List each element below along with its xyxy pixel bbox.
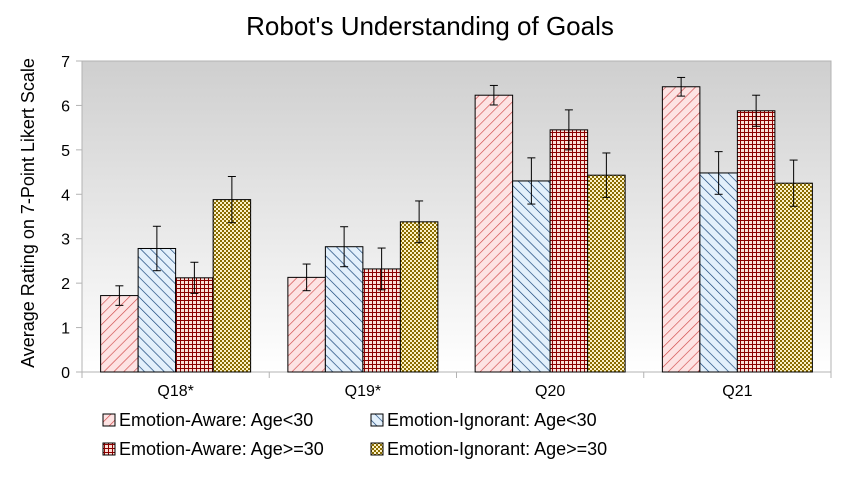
bar	[399, 221, 439, 373]
legend-label: Emotion-Aware: Age<30	[119, 410, 313, 430]
y-tick-label: 5	[61, 143, 70, 160]
bar	[212, 199, 252, 373]
legend-label: Emotion-Aware: Age>=30	[119, 439, 324, 459]
y-tick-label: 7	[61, 54, 70, 71]
legend-swatch	[370, 413, 384, 427]
chart-title: Robot's Understanding of Goals	[246, 11, 614, 41]
x-tick-label: Q21	[722, 383, 752, 400]
bar	[512, 180, 551, 373]
x-tick-label: Q20	[535, 383, 565, 400]
y-tick-label: 0	[61, 365, 70, 382]
x-tick-label: Q18*	[157, 383, 193, 400]
legend-swatch	[102, 442, 116, 456]
bar	[324, 246, 364, 373]
legend-swatch	[370, 442, 384, 456]
y-tick-label: 1	[61, 321, 70, 338]
bar	[736, 110, 776, 373]
y-tick-label: 6	[61, 98, 70, 115]
y-axis-label: Average Rating on 7-Point Likert Scale	[18, 58, 38, 368]
legend-swatch	[102, 413, 116, 427]
x-tick-label: Q19*	[345, 383, 381, 400]
y-tick-label: 4	[61, 187, 70, 204]
bar	[549, 129, 589, 373]
legend-label: Emotion-Ignorant: Age<30	[387, 410, 597, 430]
bar	[661, 86, 701, 373]
y-tick-label: 2	[61, 276, 70, 293]
bar	[287, 276, 326, 373]
bar	[699, 172, 738, 373]
y-tick-label: 3	[61, 232, 70, 249]
error-bars	[115, 76, 798, 306]
bar	[100, 295, 139, 373]
bar	[774, 182, 813, 373]
legend: Emotion-Aware: Age<30 Emotion-Ignorant: A…	[102, 410, 607, 459]
bar	[587, 174, 626, 373]
bars	[100, 86, 813, 373]
legend-label: Emotion-Ignorant: Age>=30	[387, 439, 607, 459]
bar	[474, 94, 514, 373]
